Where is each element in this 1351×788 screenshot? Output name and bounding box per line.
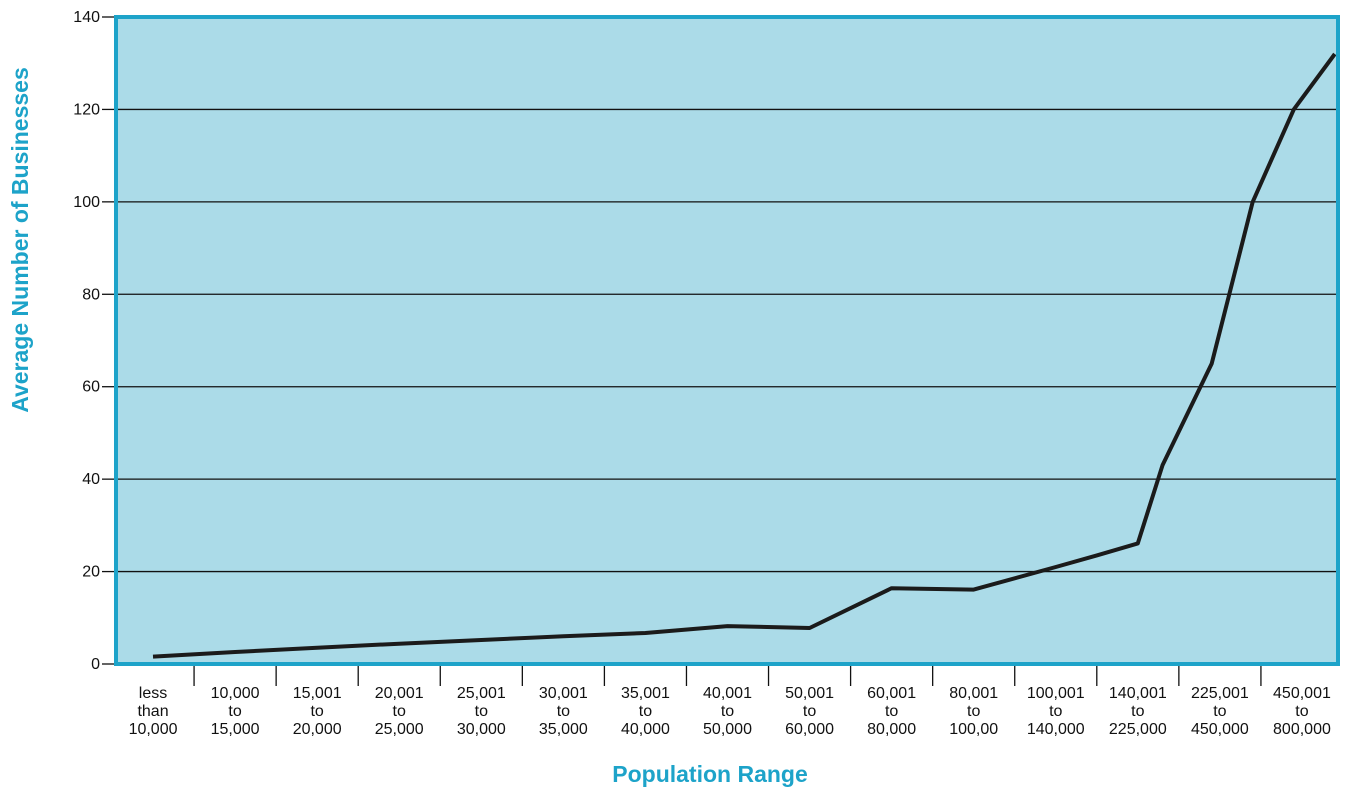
y-axis-title: Average Number of Businesses [7, 67, 33, 413]
x-category-label-line: 140,001 [1109, 685, 1167, 702]
x-category-label-line: to [228, 703, 241, 720]
y-axis-ticks: 0 20 40 60 80 100 120 140 [73, 9, 116, 673]
x-category-label-line: 15,000 [211, 721, 260, 738]
x-category-label-line: 30,000 [457, 721, 506, 738]
x-axis-category-labels: lessthan10,00010,000to15,00015,001to20,0… [129, 685, 1331, 738]
plot-area [116, 17, 1338, 664]
x-category-label-line: to [393, 703, 406, 720]
x-category-label-line: to [803, 703, 816, 720]
x-category-label-line: to [967, 703, 980, 720]
x-category-label-line: 100,00 [949, 721, 998, 738]
y-tick-label: 0 [91, 656, 100, 673]
x-category-label-line: to [639, 703, 652, 720]
x-category-label-line: 25,000 [375, 721, 424, 738]
x-axis-ticks [193, 664, 1262, 686]
x-category-label-line: 20,000 [293, 721, 342, 738]
x-category-label-line: 225,000 [1109, 721, 1167, 738]
x-category-label-line: 450,000 [1191, 721, 1249, 738]
x-category-label-line: 30,001 [539, 685, 588, 702]
x-category-label-line: 20,001 [375, 685, 424, 702]
x-category-label-line: 450,001 [1273, 685, 1331, 702]
y-tick-label: 40 [82, 471, 100, 488]
series-line [152, 52, 1337, 659]
x-category-label-line: 10,000 [211, 685, 260, 702]
x-category-label-line: 40,000 [621, 721, 670, 738]
x-axis-title: Population Range [612, 761, 808, 787]
x-category-label-line: to [885, 703, 898, 720]
x-category-label-line: to [721, 703, 734, 720]
x-category-label-line: 225,001 [1191, 685, 1249, 702]
x-category-label-line: to [310, 703, 323, 720]
y-tick-label: 20 [82, 564, 100, 581]
plot-frame [114, 15, 1340, 666]
x-category-label-line: 40,001 [703, 685, 752, 702]
y-tick-label: 100 [73, 194, 100, 211]
y-tick-label: 80 [82, 286, 100, 303]
x-category-label-line: than [137, 703, 168, 720]
x-category-label-line: 10,000 [129, 721, 178, 738]
x-category-label-line: to [475, 703, 488, 720]
x-category-label-line: 60,000 [785, 721, 834, 738]
x-category-label-line: less [139, 685, 167, 702]
x-category-label-line: to [1049, 703, 1062, 720]
y-tick-label: 140 [73, 9, 100, 26]
x-category-label-line: 60,001 [867, 685, 916, 702]
x-category-label-line: 50,000 [703, 721, 752, 738]
x-category-label-line: 50,001 [785, 685, 834, 702]
x-category-label-line: to [1131, 703, 1144, 720]
x-category-label-line: to [1213, 703, 1226, 720]
y-tick-label: 120 [73, 101, 100, 118]
x-category-label-line: 25,001 [457, 685, 506, 702]
x-category-label-line: to [557, 703, 570, 720]
x-category-label-line: 80,000 [867, 721, 916, 738]
y-tick-label: 60 [82, 379, 100, 396]
x-category-label-line: 800,000 [1273, 721, 1331, 738]
x-category-label-line: 35,001 [621, 685, 670, 702]
x-category-label-line: 140,000 [1027, 721, 1085, 738]
x-category-label-line: 35,000 [539, 721, 588, 738]
x-category-label-line: 15,001 [293, 685, 342, 702]
gridlines [116, 108, 1338, 573]
x-category-label-line: to [1295, 703, 1308, 720]
x-category-label-line: 80,001 [949, 685, 998, 702]
x-category-label-line: 100,001 [1027, 685, 1085, 702]
